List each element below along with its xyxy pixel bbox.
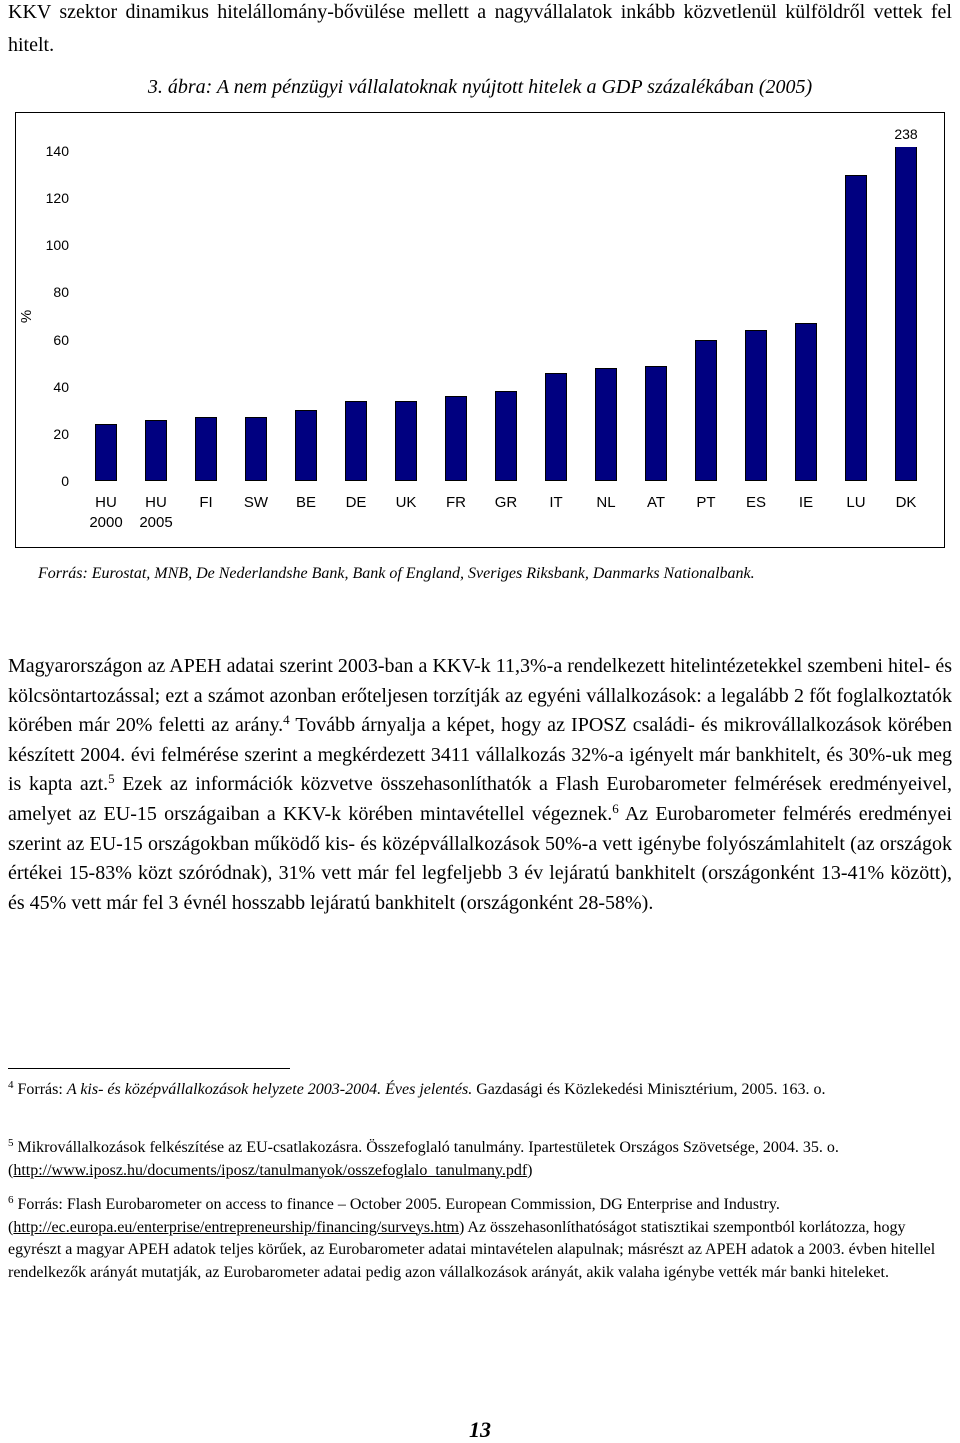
y-tick-label: 140 <box>45 143 69 159</box>
chart: % 0 20 40 60 80 100 120 140 HU 2000 HU 2005 FI SW BE… <box>15 112 945 548</box>
bar <box>295 410 317 481</box>
text: Magyarországon az APEH adatai szerint 20… <box>8 655 952 737</box>
bar <box>245 417 267 481</box>
y-tick-label: 40 <box>53 378 69 395</box>
bar <box>745 330 767 481</box>
bar <box>495 391 517 481</box>
x-tick-label: GR <box>494 494 518 511</box>
footnote-ref: 4 <box>283 712 290 728</box>
footnote: 5 Mikrovállalkozások felkészítése az EU-… <box>8 1137 952 1182</box>
bar <box>895 147 917 481</box>
x-tick-label: AT <box>646 494 666 511</box>
footnote-number: 6 <box>8 1194 14 1206</box>
x-tick-label: DE <box>345 494 367 511</box>
footnote-rule <box>8 1068 290 1069</box>
bar <box>845 174 867 481</box>
x-tick-label: DK <box>895 494 917 511</box>
x-tick-label: BE <box>295 494 316 511</box>
bar <box>195 417 217 481</box>
x-tick-label: ES <box>745 494 766 511</box>
text: Gazdasági és Közlekedési Minisztérium, 2… <box>472 1081 826 1098</box>
x-tick-label: NL <box>596 494 616 511</box>
bar <box>645 365 667 481</box>
value-label: 238 <box>894 126 918 142</box>
bar <box>345 400 367 481</box>
footnote: 6 Forrás: Flash Eurobarometer on access … <box>8 1194 952 1284</box>
x-tick-label: HU 2005 <box>139 494 173 531</box>
bar <box>595 367 617 481</box>
x-tick-label: IT <box>549 494 563 511</box>
bar <box>795 323 817 481</box>
y-tick-label: 20 <box>53 425 69 442</box>
text: ) <box>527 1161 533 1179</box>
y-tick-label: 100 <box>45 237 69 254</box>
link[interactable]: http://www.iposz.hu/documents/iposz/tanu… <box>13 1161 528 1179</box>
y-tick-label: 80 <box>53 284 69 301</box>
x-tick-label: PT <box>696 494 716 511</box>
y-tick-label: 120 <box>45 190 69 207</box>
chart-source: Forrás: Eurostat, MNB, De Nederlandshe B… <box>38 565 755 582</box>
text: Tovább árnyalja a képet, hogy az IPOSZ c… <box>8 714 952 796</box>
text: ) Az összehasonlíthatóságot statisztikai… <box>8 1218 936 1281</box>
bar <box>395 400 417 481</box>
bar <box>445 396 467 481</box>
page-number: 13 <box>469 1417 491 1442</box>
x-tick-label: LU <box>846 494 866 511</box>
x-tick-label: HU 2000 <box>89 494 123 531</box>
y-tick-label: 60 <box>53 331 69 348</box>
footnote-ref: 5 <box>108 771 115 787</box>
x-tick-label: UK <box>395 494 417 511</box>
x-tick-label: SW <box>243 494 269 511</box>
x-tick-label: IE <box>798 494 814 511</box>
text: Mikrovállalkozások felkészítése az EU-cs… <box>8 1139 839 1179</box>
footnote-number: 5 <box>8 1137 14 1149</box>
text: Forrás: <box>17 1081 67 1098</box>
text: Az Eurobarometer felmérés eredményei sze… <box>8 802 952 914</box>
bar <box>95 424 117 481</box>
bar <box>545 372 567 481</box>
header-text: KKV szektor dinamikus hitelállomány-bővü… <box>8 1 952 56</box>
footnote-ref: 6 <box>612 800 619 816</box>
link[interactable]: http://ec.europa.eu/enterprise/entrepren… <box>13 1218 459 1236</box>
figure-caption: 3. ábra: A nem pénzügyi vállalatoknak ny… <box>147 76 813 98</box>
y-tick-label: 0 <box>61 473 69 489</box>
footnote-number: 4 <box>8 1079 14 1091</box>
text: Ezek az információk közvetve összehasonl… <box>8 773 952 825</box>
bar <box>695 339 717 481</box>
plot-area <box>16 147 944 481</box>
text: Forrás: Flash Eurobarometer on access to… <box>8 1196 780 1236</box>
italic-title: A kis- és középvállalkozások helyzete 20… <box>66 1081 473 1098</box>
x-tick-label: FR <box>446 494 466 511</box>
x-tick-label: FI <box>199 494 213 511</box>
bar <box>145 419 167 481</box>
paragraph: Magyarországon az APEH adatai szerint 20… <box>8 652 952 918</box>
footnote: 4 Forrás: A kis- és középvállalkozások h… <box>8 1079 952 1102</box>
